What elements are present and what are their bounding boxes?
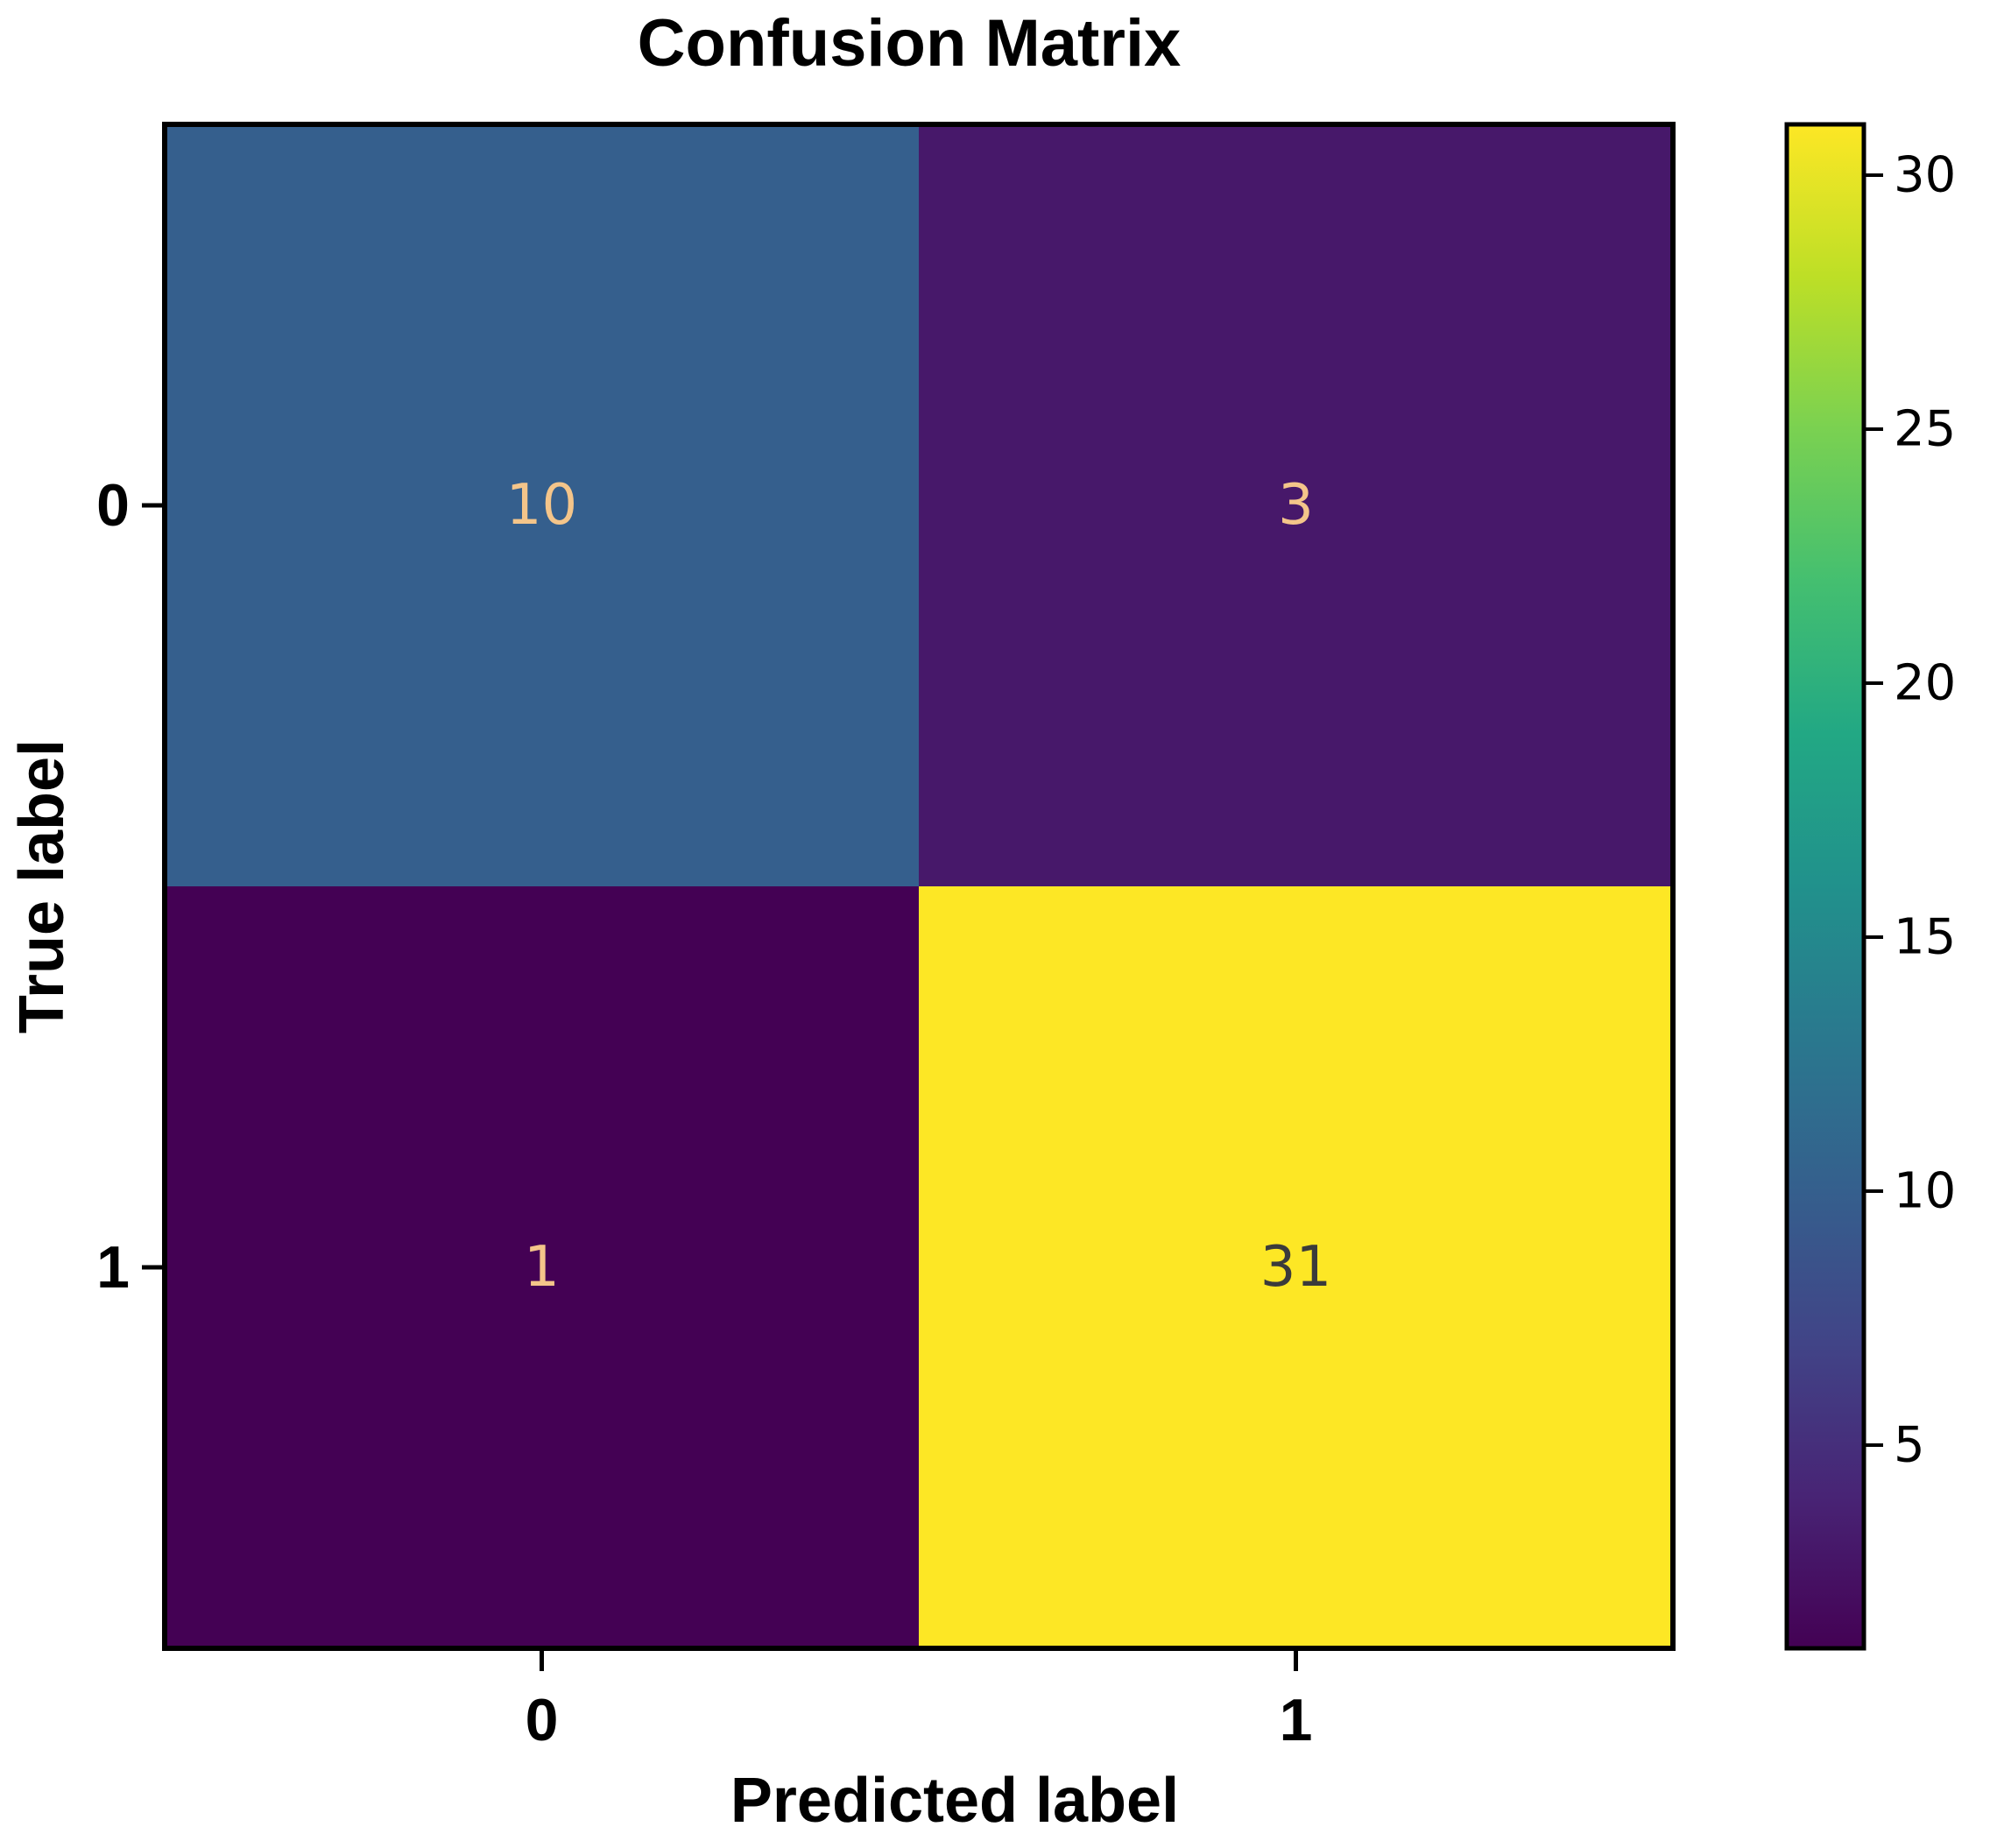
colorbar-tick-label: 30 bbox=[1894, 147, 1956, 204]
heatmap-cell-0-1 bbox=[919, 124, 1674, 887]
heatmap-cells bbox=[165, 124, 1674, 1649]
y-tick-label: 0 bbox=[96, 472, 130, 539]
y-axis-ticks: 01 bbox=[96, 472, 165, 1301]
x-axis-label: Predicted label bbox=[730, 1766, 1179, 1836]
heatmap-cell-0-0 bbox=[165, 124, 920, 887]
cell-value-1-0: 1 bbox=[524, 1235, 560, 1300]
colorbar-tick-label: 25 bbox=[1894, 401, 1956, 458]
y-axis-label: True label bbox=[7, 739, 77, 1033]
cell-value-0-1: 3 bbox=[1278, 473, 1314, 538]
heatmap-cell-1-1 bbox=[919, 886, 1674, 1649]
x-tick-label: 0 bbox=[526, 1687, 559, 1753]
chart-title: Confusion Matrix bbox=[638, 6, 1182, 81]
y-tick-label: 1 bbox=[96, 1234, 130, 1301]
colorbar-tick-label: 15 bbox=[1894, 909, 1956, 966]
x-tick-label: 1 bbox=[1280, 1687, 1313, 1753]
cell-value-1-1: 31 bbox=[1260, 1235, 1331, 1300]
cell-value-0-0: 10 bbox=[506, 473, 577, 538]
colorbar bbox=[1784, 122, 1866, 1651]
colorbar-tick-label: 10 bbox=[1894, 1163, 1956, 1220]
heatmap-cell-labels: 10 31 31 bbox=[506, 473, 1331, 1300]
plot-frame bbox=[162, 122, 1676, 1651]
colorbar-tick-label: 20 bbox=[1894, 655, 1956, 712]
heatmap-cell-1-0 bbox=[165, 886, 920, 1649]
colorbar-tick-label: 5 bbox=[1894, 1417, 1925, 1474]
colorbar-ticks: 5 10 15 20 25 30 bbox=[1864, 147, 1956, 1474]
